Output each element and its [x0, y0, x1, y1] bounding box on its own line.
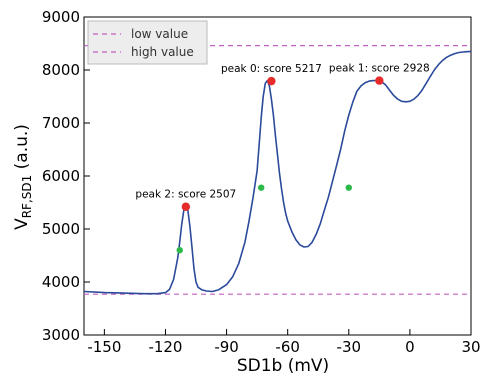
half-point-marker-2: [345, 184, 352, 191]
x-tick-label-5: 0: [405, 338, 415, 356]
y-tick-label-1: 4000: [42, 273, 80, 291]
legend-label-high: high value: [131, 45, 194, 59]
y-tick-label-2: 5000: [42, 220, 80, 238]
y-axis-label-base: V: [12, 218, 32, 230]
half-point-marker-0: [176, 247, 183, 254]
legend-label-low: low value: [131, 27, 188, 41]
peak-marker-2: [181, 202, 191, 211]
y-tick-label-0: 3000: [42, 326, 80, 344]
x-axis-label: SD1b (mV): [237, 356, 329, 376]
y-tick-label-5: 8000: [42, 61, 80, 79]
x-tick-label-3: -60: [275, 338, 300, 356]
peak-marker-1: [375, 76, 384, 85]
x-tick-label-2: -90: [214, 338, 239, 356]
x-tick-label-1: -120: [148, 338, 182, 356]
peak-label-0: peak 0: score 5217: [221, 63, 322, 75]
y-tick-label-4: 7000: [42, 114, 80, 132]
half-point-marker-1: [258, 184, 265, 191]
legend-box: [87, 20, 208, 65]
y-tick-label-6: 9000: [42, 8, 80, 26]
peak-label-1: peak 1: score 2928: [329, 63, 430, 75]
x-tick-label-6: 30: [461, 338, 480, 356]
x-tick-label-0: -150: [87, 338, 121, 356]
peak-marker-0: [267, 76, 276, 86]
series-line-0: [83, 50, 472, 295]
y-axis-label-subscript: RF,SD1: [20, 175, 34, 219]
x-tick-label-4: -30: [337, 338, 362, 356]
peak-label-2: peak 2: score 2507: [135, 189, 236, 201]
y-axis-label: VRF,SD1 (a.u.): [12, 124, 34, 230]
legend: low value high value: [87, 20, 208, 65]
y-tick-label-3: 6000: [42, 167, 80, 185]
y-axis-label-suffix: (a.u.): [12, 124, 32, 175]
